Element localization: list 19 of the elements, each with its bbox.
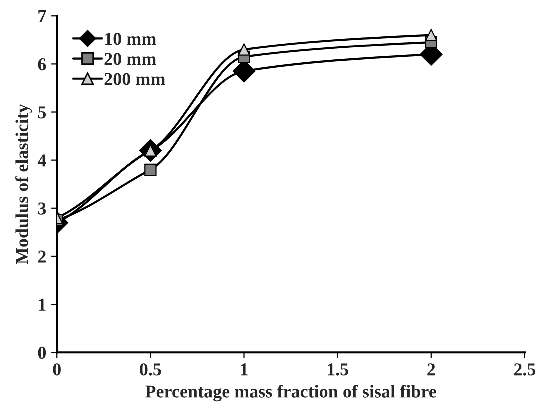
- x-axis-title: Percentage mass fraction of sisal fibre: [146, 384, 436, 402]
- legend-label: 20 mm: [104, 53, 156, 66]
- y-tick-label: 6: [38, 58, 46, 71]
- y-tick-label: 3: [38, 202, 46, 215]
- y-tick-label: 5: [38, 106, 46, 119]
- y-tick-label: 1: [39, 298, 46, 311]
- y-tick-label: 0: [38, 346, 46, 360]
- y-axis-title: Modulus of elasticity: [16, 104, 32, 264]
- x-tick-label: 2: [428, 364, 436, 376]
- x-tick-label: 0.5: [140, 364, 162, 376]
- legend-label: 10 mm: [106, 33, 156, 46]
- x-tick-label: 1.5: [328, 364, 348, 376]
- x-tick-label: 1: [241, 364, 248, 376]
- x-tick-label: 0: [53, 364, 61, 376]
- x-tick-label: 2.5: [514, 364, 536, 376]
- y-tick-label: 7: [38, 10, 46, 22]
- legend-label: 200 mm: [104, 73, 166, 86]
- y-tick-label: 2: [38, 250, 46, 263]
- y-tick-label: 4: [38, 154, 46, 167]
